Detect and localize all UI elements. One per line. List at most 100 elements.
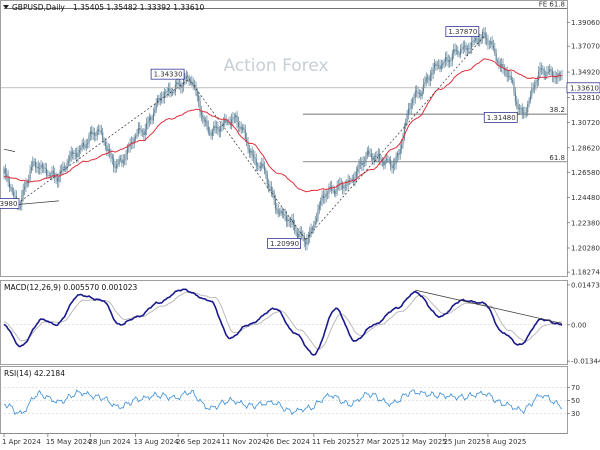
- candle-body: [220, 126, 222, 132]
- price-y-tick-label: 1.30720: [571, 119, 600, 127]
- candle-body: [204, 120, 207, 122]
- candle-body: [133, 138, 135, 144]
- candle-body: [217, 126, 219, 130]
- candle-body: [45, 168, 48, 176]
- candle-body: [314, 221, 316, 225]
- candle-body: [231, 119, 233, 125]
- candle-body: [346, 185, 348, 186]
- price-callout-box: [0, 198, 20, 209]
- candle-body: [211, 130, 213, 136]
- candle-body: [370, 154, 372, 158]
- candle-body: [306, 239, 308, 245]
- candle-body: [67, 160, 69, 164]
- candle-body: [479, 39, 481, 43]
- candle-body: [380, 159, 382, 161]
- candle-body: [438, 64, 440, 66]
- candle-body: [100, 130, 102, 133]
- candle-body: [13, 192, 15, 196]
- candle-body: [472, 41, 474, 43]
- rsi-title: RSI(14) 42.2184: [4, 369, 65, 378]
- candle-body: [78, 149, 80, 153]
- candle-body: [320, 200, 322, 206]
- solid-trendline: [3, 148, 16, 152]
- candle-body: [501, 63, 503, 67]
- candle-body: [358, 161, 360, 169]
- candle-body: [151, 119, 153, 121]
- candle-body: [421, 91, 423, 97]
- candle-body: [203, 118, 205, 122]
- candle-body: [324, 196, 326, 198]
- x-axis-tick-label: 28 Jun 2024: [88, 438, 131, 446]
- candle-body: [549, 69, 551, 72]
- candle-body: [98, 129, 100, 131]
- candle-body: [440, 65, 442, 70]
- candle-body: [405, 121, 407, 127]
- candle-body: [288, 219, 290, 221]
- candle-body: [300, 232, 303, 236]
- candle-body: [72, 151, 74, 154]
- candle-body: [176, 82, 178, 85]
- candle-body: [299, 232, 301, 235]
- collapse-triangle-icon[interactable]: [3, 5, 9, 9]
- candle-body: [180, 83, 182, 88]
- candle-body: [321, 195, 323, 201]
- candle-body: [239, 126, 241, 128]
- candle-body: [455, 50, 457, 52]
- candle-body: [88, 135, 90, 144]
- candle-body: [538, 71, 540, 81]
- candle-body: [402, 138, 404, 145]
- candle-body: [128, 146, 130, 148]
- candle-body: [289, 220, 292, 222]
- candle-body: [369, 154, 371, 155]
- candle-body: [10, 187, 12, 189]
- candle-body: [520, 107, 522, 109]
- macd-title: MACD(12,26,9) 0.005570 0.001023: [4, 283, 138, 292]
- candle-body: [558, 73, 560, 76]
- candle-body: [188, 77, 190, 83]
- candle-body: [47, 175, 49, 176]
- candle-body: [122, 160, 124, 164]
- price-callout-box: [483, 112, 518, 123]
- price-callout-box: [267, 238, 301, 249]
- candle-body: [481, 31, 484, 38]
- candle-body: [385, 159, 388, 161]
- candle-body: [107, 149, 109, 151]
- candle-body: [261, 163, 263, 168]
- macd-line: [3, 288, 563, 356]
- candle-body: [281, 210, 283, 215]
- candle-body: [513, 82, 515, 93]
- candle-body: [536, 80, 538, 82]
- candle-body: [388, 159, 390, 161]
- candle-body: [505, 70, 507, 72]
- candle-body: [250, 150, 252, 153]
- candle-body: [336, 184, 338, 192]
- candle-body: [207, 126, 209, 133]
- candle-body: [161, 97, 163, 99]
- candle-body: [95, 135, 97, 136]
- candle-body: [96, 129, 98, 136]
- candle-body: [34, 161, 37, 168]
- candle-body: [76, 153, 78, 157]
- candle-body: [8, 181, 11, 188]
- candle-body: [521, 107, 523, 114]
- candle-body: [274, 199, 277, 209]
- candle-body: [495, 53, 497, 61]
- candle-body: [37, 166, 39, 169]
- candle-body: [317, 209, 319, 219]
- candle-body: [65, 167, 67, 170]
- candle-body: [433, 63, 436, 69]
- candle-body: [56, 178, 59, 182]
- candle-body: [551, 70, 553, 78]
- x-axis-tick-label: 11 Feb 2025: [312, 438, 356, 446]
- candle-body: [414, 91, 416, 98]
- candle-body: [66, 163, 68, 170]
- candle-body: [462, 46, 464, 49]
- candle-body: [487, 39, 489, 45]
- candle-body: [50, 175, 52, 176]
- candle-body: [492, 45, 494, 49]
- candle-body: [11, 187, 13, 193]
- candle-body: [409, 108, 411, 110]
- candle-body: [283, 214, 285, 216]
- candle-body: [135, 136, 137, 139]
